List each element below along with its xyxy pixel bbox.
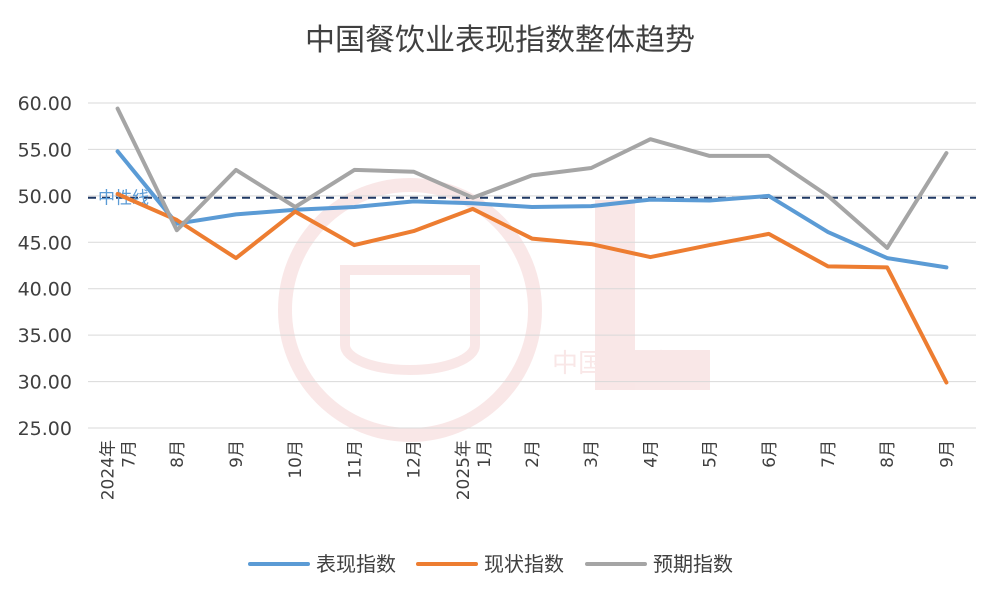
x-tick-label: 7月: [819, 440, 839, 468]
x-tick-label: 5月: [701, 440, 721, 468]
y-tick-label: 30.00: [18, 372, 72, 394]
x-tick-label: 8月: [878, 440, 898, 468]
x-tick-label: 2025年1月: [454, 440, 495, 500]
x-tick-label: 12月: [405, 440, 425, 479]
x-tick-label: 2024年7月: [99, 440, 140, 500]
legend-label-1: 表现指数: [316, 552, 396, 576]
x-tick-label: 4月: [641, 440, 661, 468]
watermark-text: 中国烹饪协会: [552, 349, 708, 379]
y-tick-label: 40.00: [18, 279, 72, 301]
x-tick-label: 9月: [937, 440, 957, 468]
y-tick-label: 45.00: [18, 232, 72, 254]
x-tick-label: 6月: [760, 440, 780, 468]
y-tick-label: 25.00: [18, 418, 72, 440]
legend-label-3: 预期指数: [653, 552, 733, 576]
y-tick-label: 35.00: [18, 325, 72, 347]
x-tick-label: 10月: [286, 440, 306, 479]
watermark-logo: 中国烹饪协会: [278, 178, 710, 442]
legend: 表现指数 现状指数 预期指数: [248, 552, 733, 576]
legend-label-2: 现状指数: [484, 552, 564, 576]
x-tick-label: 3月: [582, 440, 602, 468]
series-line-1: [115, 149, 949, 270]
grid: [88, 102, 976, 429]
chart-title: 中国餐饮业表现指数整体趋势: [305, 23, 695, 58]
x-axis: 2024年7月 8月 9月 10月 11月 12月 2025年1月 2月 3月 4月 5月 6月 7月 8…: [99, 440, 958, 500]
series-line-2: [115, 192, 949, 385]
x-tick-label: 11月: [345, 440, 365, 479]
series-line-3: [115, 106, 949, 250]
y-tick-label: 50.00: [18, 186, 72, 208]
x-tick-label: 2月: [523, 440, 543, 468]
x-tick-label: 9月: [227, 440, 247, 468]
x-tick-label: 8月: [168, 440, 188, 468]
series-group: [115, 106, 949, 385]
y-axis: 60.00 55.00 50.00 45.00 40.00 35.00 30.00 25.00: [18, 93, 72, 440]
y-tick-label: 55.00: [18, 139, 72, 161]
y-tick-label: 60.00: [18, 93, 72, 115]
